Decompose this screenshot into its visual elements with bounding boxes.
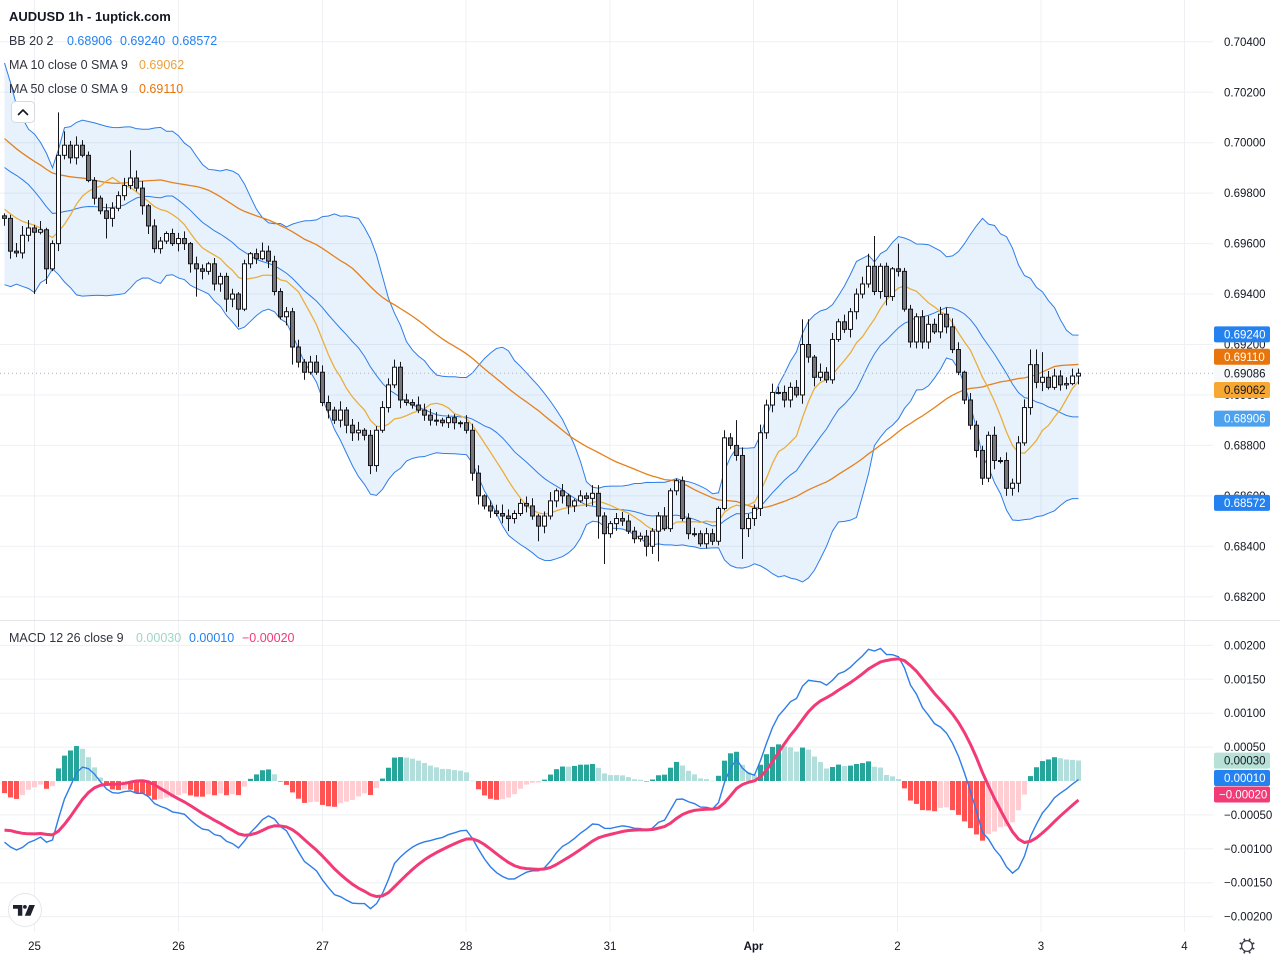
svg-text:0.00030: 0.00030 [136,631,181,645]
svg-text:3: 3 [1038,941,1044,953]
svg-text:0.00100: 0.00100 [1224,708,1266,720]
svg-text:−0.00100: −0.00100 [1224,844,1272,856]
svg-text:0.00150: 0.00150 [1224,674,1266,686]
svg-text:31: 31 [604,941,617,953]
svg-text:MA 50 close 0 SMA 9: MA 50 close 0 SMA 9 [9,82,128,96]
svg-text:0.00010: 0.00010 [1224,773,1266,785]
svg-text:2: 2 [894,941,900,953]
svg-text:MACD 12 26 close 9: MACD 12 26 close 9 [9,631,124,645]
svg-text:Apr: Apr [744,941,764,953]
svg-text:0.69086: 0.69086 [1224,368,1266,380]
svg-text:0.70000: 0.70000 [1224,138,1266,150]
svg-text:0.69400: 0.69400 [1224,289,1266,301]
svg-text:0.68572: 0.68572 [1224,498,1266,510]
svg-text:−0.00020: −0.00020 [1219,790,1267,802]
svg-text:−0.00200: −0.00200 [1224,912,1272,924]
svg-text:AUDUSD 1h - 1uptick.com: AUDUSD 1h - 1uptick.com [9,9,171,24]
svg-text:0.00030: 0.00030 [1224,756,1266,768]
svg-text:−0.00050: −0.00050 [1224,810,1272,822]
svg-text:−0.00150: −0.00150 [1224,878,1272,890]
svg-text:0.70400: 0.70400 [1224,37,1266,49]
svg-text:27: 27 [316,941,329,953]
svg-text:MA 10 close 0 SMA 9: MA 10 close 0 SMA 9 [9,58,128,72]
svg-text:0.68400: 0.68400 [1224,541,1266,553]
svg-text:28: 28 [460,941,473,953]
svg-text:0.68800: 0.68800 [1224,440,1266,452]
svg-text:4: 4 [1181,941,1188,953]
svg-text:0.69062: 0.69062 [1224,385,1266,397]
svg-text:0.68200: 0.68200 [1224,592,1266,604]
svg-text:0.69600: 0.69600 [1224,239,1266,251]
svg-text:26: 26 [172,941,185,953]
svg-text:0.69240: 0.69240 [1224,329,1266,341]
svg-text:0.68906: 0.68906 [67,34,112,48]
svg-text:0.00010: 0.00010 [189,631,234,645]
svg-text:0.00200: 0.00200 [1224,640,1266,652]
svg-text:0.00050: 0.00050 [1224,742,1266,754]
svg-text:0.69800: 0.69800 [1224,188,1266,200]
svg-text:0.69200: 0.69200 [1224,340,1266,352]
svg-text:−0.00020: −0.00020 [242,631,295,645]
svg-text:0.69110: 0.69110 [139,82,183,96]
svg-text:0.69110: 0.69110 [1224,352,1265,364]
svg-text:0.69062: 0.69062 [139,58,184,72]
svg-text:0.69240: 0.69240 [120,34,165,48]
svg-text:0.70200: 0.70200 [1224,87,1266,99]
svg-text:0.68906: 0.68906 [1224,414,1266,426]
svg-text:25: 25 [28,941,41,953]
svg-text:0.68572: 0.68572 [172,34,217,48]
svg-text:BB 20 2: BB 20 2 [9,34,54,48]
